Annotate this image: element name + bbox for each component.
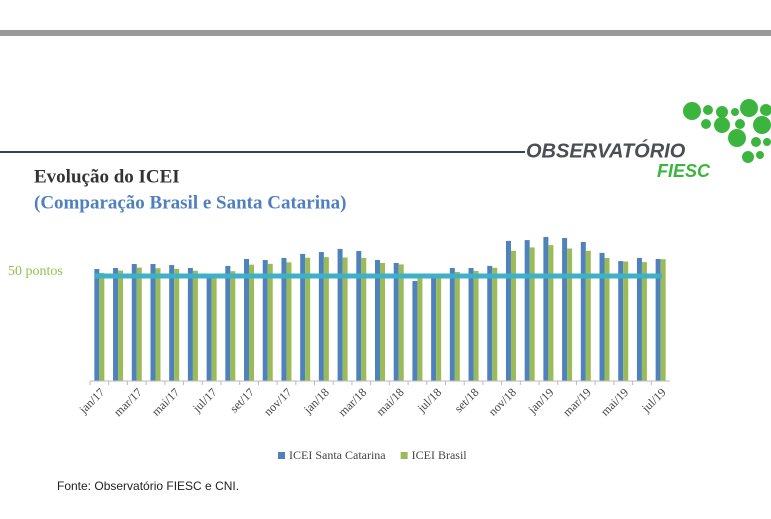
bar [99,272,105,381]
bar [131,264,137,381]
bar [585,250,591,381]
bar [118,270,124,381]
bar [492,267,498,381]
bar [567,248,573,381]
bar [174,268,180,381]
bar [449,268,455,381]
x-tick-label: jul/18 [414,385,444,415]
bar [655,258,661,381]
plot: jan/17 mar/17 mai/17 jul/17 set/17 nov/17 jan/… [8,236,670,462]
bar [380,262,385,381]
bar [375,260,380,381]
x-tick-label: mai/17 [149,385,182,418]
x-tick-label: jul/19 [638,385,668,415]
bar [454,272,460,381]
bar [342,257,348,381]
reference-label: 50 pontos [8,264,63,279]
bar [468,268,474,381]
bar [543,236,549,381]
bar [169,265,175,381]
bar [337,248,343,381]
chart-subtitle: (Comparação Brasil e Santa Catarina) [34,192,346,213]
bar [529,247,535,381]
x-tick-label: mar/18 [335,385,369,419]
bar [548,245,554,381]
bar [187,268,193,381]
x-tick-label: nov/17 [261,385,294,418]
chart-title: Evolução do ICEI [34,166,180,187]
bar [604,257,610,381]
bar [249,264,255,381]
bar [225,265,231,381]
x-tick-label: mar/17 [111,385,145,419]
bar [206,276,212,381]
top-bar [0,30,771,36]
bar [398,264,404,381]
legend-label: ICEI Santa Catarina [289,448,386,462]
bar [487,265,493,381]
bar [636,257,642,381]
x-tick-label: mai/19 [598,385,631,418]
bar [192,270,198,381]
bar [136,267,142,381]
bar [361,257,367,381]
bar [660,259,666,381]
bar [580,241,586,381]
bar [244,258,250,381]
bar [417,276,423,381]
source: Fonte: Observatório FIESC e CNI. [57,479,239,493]
x-tick-label: jan/19 [525,385,557,417]
bar [318,252,324,381]
x-tick-label: set/17 [227,385,257,415]
bar [94,269,100,381]
bar [436,275,442,381]
bar [356,251,362,381]
bar [300,253,306,381]
bar [431,277,437,381]
bar [599,252,605,381]
bar [267,263,273,381]
bar [113,268,119,381]
x-tick-label: mar/19 [560,385,594,419]
bar [393,262,399,381]
bar [524,240,530,381]
legend-swatch [278,452,285,459]
bar [473,270,479,381]
bar [155,268,161,381]
x-tick-label: jan/18 [300,385,332,417]
x-tick-label: mai/18 [373,385,406,418]
bar [641,262,647,381]
bar [562,237,568,381]
bar [281,257,287,381]
logo-dots [683,99,771,163]
x-tick-label: jan/17 [76,385,108,417]
x-tick-label: set/18 [451,385,481,415]
logo-text: OBSERVATÓRIO [526,138,686,162]
x-tick-label: jul/17 [189,385,219,415]
x-tick-label: nov/18 [486,385,519,418]
bar [623,261,629,381]
bar [211,278,217,381]
bar [323,257,329,381]
bar [230,271,236,381]
bar [618,261,624,381]
bar [262,260,268,381]
legend-swatch [400,452,408,459]
logo-text: FIESC [657,161,711,181]
legend-label: ICEI Brasil [412,448,468,462]
bar [150,264,156,381]
bar [286,262,292,381]
bar [510,250,516,381]
bar [505,240,511,381]
bar [412,281,418,381]
bar [305,257,311,381]
